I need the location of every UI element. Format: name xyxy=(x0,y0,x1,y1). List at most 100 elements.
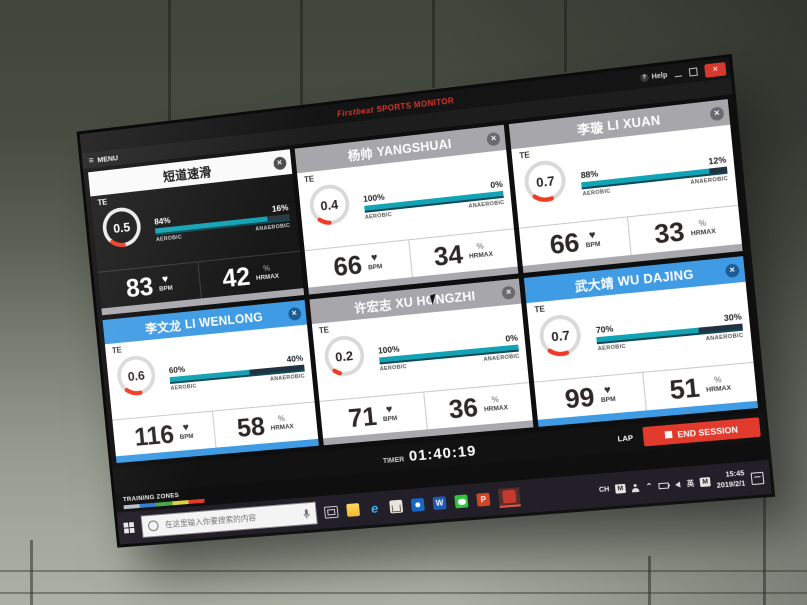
panel-close-icon[interactable]: ✕ xyxy=(486,131,501,146)
anaerobic-percent: 30% xyxy=(723,311,743,324)
hrmax-value: 51 xyxy=(668,371,702,405)
bpm-value: 83 xyxy=(124,270,155,303)
hrmax-label: HRMAX xyxy=(483,404,509,414)
aerobic-percent: 70% xyxy=(595,323,614,336)
help-button[interactable]: ? Help xyxy=(639,71,668,83)
search-icon xyxy=(147,520,160,532)
speaker-icon[interactable] xyxy=(675,480,681,488)
firstbeat-app-icon xyxy=(502,489,517,504)
chevron-up-icon[interactable]: ⌃ xyxy=(645,481,654,492)
bpm-value: 71 xyxy=(346,400,379,433)
people-icon[interactable] xyxy=(631,483,640,492)
heart-icon: ♥ xyxy=(385,403,393,416)
aerobic-label: AEROBIC xyxy=(155,234,183,244)
panel-title-cn: 许宏志 xyxy=(353,298,393,316)
bpm-label: BPM xyxy=(367,263,383,272)
te-value: 0.7 xyxy=(535,172,556,190)
minimize-icon[interactable] xyxy=(674,74,683,77)
hrmax-value: 34 xyxy=(432,238,465,272)
wall-seam xyxy=(648,556,651,605)
anaerobic-label: ANAEROBIC xyxy=(705,332,744,343)
timer-label: TIMER xyxy=(382,456,405,466)
bpm-label: BPM xyxy=(585,240,601,250)
hrmax-label: HRMAX xyxy=(690,228,717,239)
wechat-icon[interactable] xyxy=(454,494,469,509)
panel-close-icon[interactable]: ✕ xyxy=(287,306,302,321)
panel-athlete-liwenlong: 李文龙 LI WENLONG ✕ TE 0.6 xyxy=(102,299,319,464)
cloud-drive-icon[interactable] xyxy=(410,497,425,512)
te-gauge: 0.7 xyxy=(535,310,586,361)
start-button[interactable] xyxy=(123,522,135,534)
hrmax-label: HRMAX xyxy=(468,251,494,261)
aerobic-percent: 100% xyxy=(377,343,400,356)
wall-seam xyxy=(763,460,766,605)
hrmax-value: 33 xyxy=(652,215,686,249)
system-tray: CH M ⌃ 英 M 15:45 2019/2/1 xyxy=(598,468,765,500)
lap-button[interactable]: LAP xyxy=(617,433,634,444)
panel-title-en: LI WENLONG xyxy=(184,309,264,332)
menu-button[interactable]: MENU xyxy=(96,152,119,164)
panel-athlete-xuhongzhi: 许宏志 XU HONGZHI ✕ TE 0.2 xyxy=(309,278,534,446)
end-session-button[interactable]: END SESSION xyxy=(642,417,761,447)
aerobic-anaerobic-bars: 60% 40% AEROBIC ANAEROBIC xyxy=(166,328,307,412)
task-view-icon[interactable] xyxy=(323,505,339,519)
microphone-icon xyxy=(303,508,311,519)
panel-title-en: LI XUAN xyxy=(606,112,661,133)
zone-color-3 xyxy=(155,501,173,507)
hrmax-value: 42 xyxy=(220,260,252,293)
timer-value: 01:40:19 xyxy=(408,442,478,465)
zone-color-2 xyxy=(139,502,157,508)
bpm-label: BPM xyxy=(600,395,617,405)
ime-mode-badge[interactable]: M xyxy=(615,483,626,494)
anaerobic-percent: 12% xyxy=(707,154,727,167)
wall-seam xyxy=(432,0,435,88)
edge-browser-icon[interactable]: e xyxy=(370,500,379,516)
hrmax-value: 36 xyxy=(447,391,480,424)
taskbar-clock[interactable]: 15:45 2019/2/1 xyxy=(715,469,745,491)
panel-close-icon[interactable]: ✕ xyxy=(724,262,740,278)
input-method-badge[interactable]: M xyxy=(699,477,711,488)
search-input[interactable] xyxy=(162,508,299,531)
help-label: Help xyxy=(651,71,668,81)
anaerobic-label: ANAEROBIC xyxy=(483,353,520,363)
word-icon[interactable]: W xyxy=(432,496,447,511)
panel-close-icon[interactable]: ✕ xyxy=(501,285,517,300)
te-value: 0.6 xyxy=(127,367,146,384)
bpm-label: BPM xyxy=(158,284,174,293)
panel-close-icon[interactable]: ✕ xyxy=(272,155,287,170)
anaerobic-percent: 16% xyxy=(271,202,289,214)
wall-seam xyxy=(168,0,171,135)
percent-symbol: % xyxy=(713,375,723,386)
microsoft-store-icon[interactable] xyxy=(389,499,404,514)
ime-indicator[interactable]: CH xyxy=(598,486,610,495)
panel-title-cn: 武大靖 xyxy=(574,276,615,295)
bpm-label: BPM xyxy=(382,414,398,424)
aerobic-percent: 88% xyxy=(580,168,599,181)
active-app-firstbeat[interactable] xyxy=(497,487,521,508)
aerobic-anaerobic-bars: 70% 30% AEROBIC ANAEROBIC xyxy=(593,286,746,374)
close-window-button[interactable]: ✕ xyxy=(704,61,727,78)
anaerobic-label: ANAEROBIC xyxy=(468,199,505,210)
aerobic-percent: 84% xyxy=(153,215,171,227)
panel-close-icon[interactable]: ✕ xyxy=(709,105,725,121)
panel-title-en: WU DAJING xyxy=(617,266,695,289)
aerobic-percent: 60% xyxy=(168,364,186,376)
wall-seam xyxy=(0,570,807,572)
language-indicator[interactable]: 英 xyxy=(686,479,695,488)
zone-color-1 xyxy=(123,504,140,510)
hrmax-label: HRMAX xyxy=(255,273,280,283)
stop-icon xyxy=(664,430,673,439)
aerobic-label: AEROBIC xyxy=(170,383,197,392)
heart-icon: ♥ xyxy=(161,273,169,286)
hrmax-label: HRMAX xyxy=(705,384,732,395)
battery-icon[interactable] xyxy=(658,481,670,489)
action-center-icon[interactable] xyxy=(750,471,765,485)
hamburger-icon: ≡ xyxy=(88,154,95,165)
file-explorer-icon[interactable] xyxy=(346,503,361,517)
te-value: 0.2 xyxy=(334,347,354,365)
maximize-icon[interactable] xyxy=(688,67,698,77)
panel-athlete-lixuan: 李璇 LI XUAN ✕ TE 0.7 xyxy=(509,99,743,273)
panel-title-cn: 杨帅 xyxy=(347,146,374,164)
powerpoint-icon[interactable]: P xyxy=(476,492,491,507)
te-gauge: 0.5 xyxy=(98,203,145,252)
